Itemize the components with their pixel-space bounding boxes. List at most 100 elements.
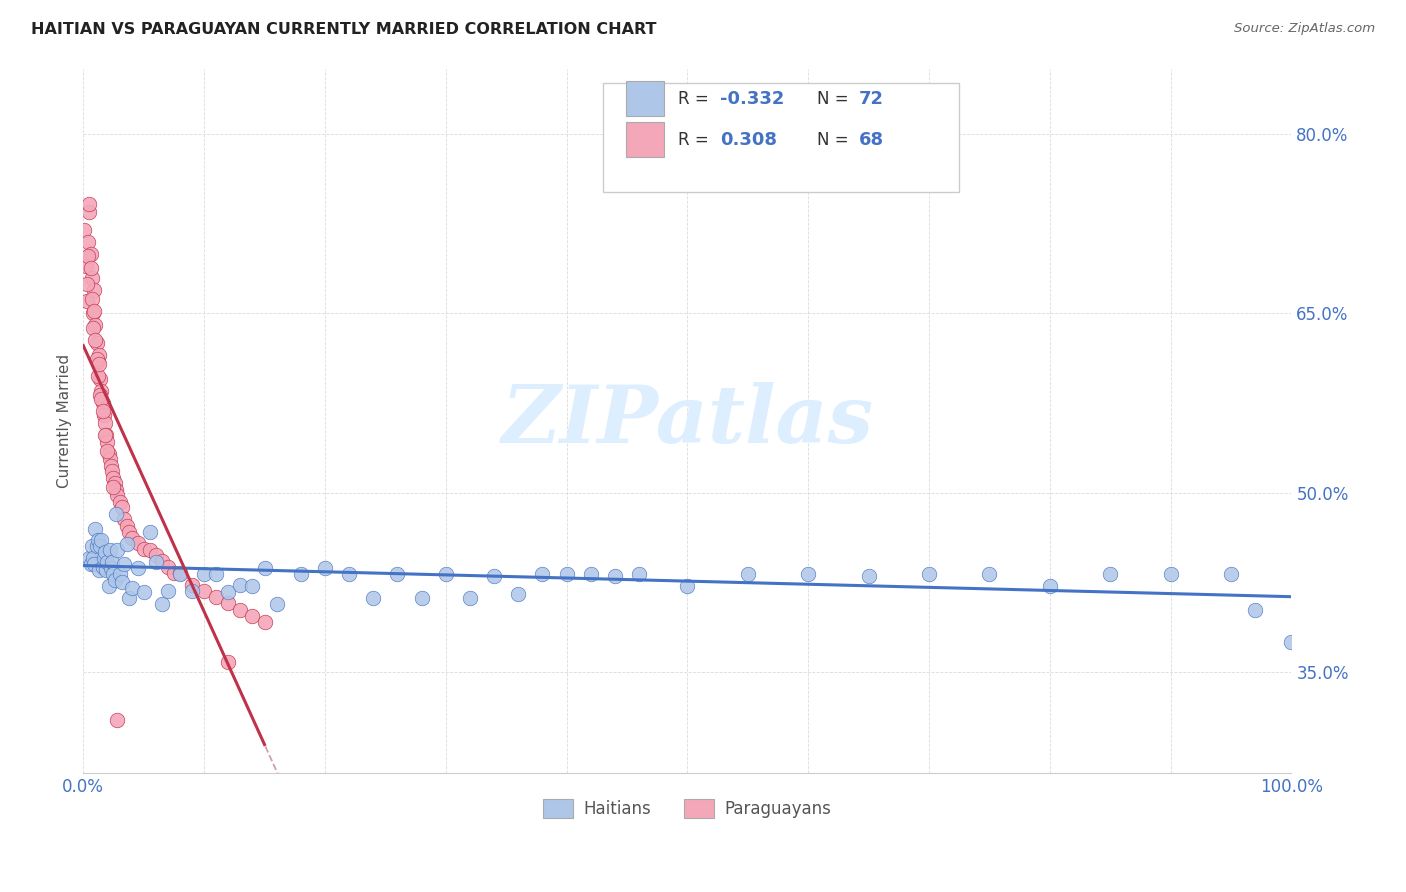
Point (82, 551, 104, 566)
Point (111, 575, 134, 590)
Point (112, 558, 135, 572)
Point (100, 459, 122, 474)
FancyBboxPatch shape (603, 83, 959, 192)
Point (411, 591, 433, 605)
Point (83, 558, 105, 572)
Point (111, 500, 134, 514)
Point (98, 452, 121, 467)
Point (145, 555, 167, 569)
Point (242, 608, 264, 623)
Point (127, 561, 149, 575)
Point (387, 566, 409, 581)
Point (86, 336, 108, 351)
Point (217, 584, 239, 599)
Point (858, 569, 880, 583)
Point (181, 577, 204, 591)
Point (96, 563, 118, 577)
Point (290, 566, 312, 581)
Point (105, 543, 128, 558)
Point (104, 573, 127, 587)
Point (797, 566, 820, 581)
Point (79, 551, 101, 566)
Point (242, 579, 264, 593)
Point (603, 569, 626, 583)
Text: N =: N = (817, 131, 853, 149)
Point (82, 306, 104, 320)
Point (115, 519, 138, 533)
Point (229, 577, 252, 591)
Text: R =: R = (678, 131, 714, 149)
Point (156, 583, 179, 598)
Point (181, 583, 204, 598)
Text: N =: N = (817, 90, 853, 108)
Point (96, 555, 118, 569)
Point (80, 540, 103, 554)
Text: Source: ZipAtlas.com: Source: ZipAtlas.com (1234, 22, 1375, 36)
Point (91, 559, 114, 574)
Point (90, 533, 112, 548)
Point (145, 548, 167, 562)
Point (75, 259, 97, 273)
Point (193, 583, 215, 598)
Point (118, 525, 141, 540)
Point (217, 596, 239, 610)
Point (104, 507, 127, 521)
Point (79, 246, 101, 260)
Point (84, 521, 107, 535)
Point (89, 540, 111, 554)
Point (97, 447, 120, 461)
Point (458, 591, 481, 605)
Text: 72: 72 (859, 90, 884, 108)
Point (139, 543, 162, 558)
Point (76, 294, 98, 309)
Text: -0.332: -0.332 (720, 90, 785, 108)
Point (132, 541, 155, 556)
Point (96, 435, 118, 450)
Point (1281, 635, 1303, 649)
Point (108, 495, 131, 509)
Point (121, 531, 143, 545)
Point (1160, 566, 1182, 581)
Point (84, 318, 107, 333)
Point (101, 464, 124, 478)
Point (93, 551, 115, 566)
Point (150, 554, 173, 568)
Point (156, 559, 179, 574)
Point (104, 476, 127, 491)
Point (91, 396, 114, 410)
Point (150, 597, 173, 611)
Point (83, 304, 105, 318)
Point (169, 566, 191, 581)
Point (737, 566, 759, 581)
Point (127, 536, 149, 550)
Point (193, 566, 215, 581)
Point (1039, 579, 1062, 593)
Point (104, 483, 127, 498)
Point (314, 561, 336, 575)
Point (337, 566, 360, 581)
Point (79, 260, 101, 275)
Point (73, 223, 96, 237)
Point (103, 471, 125, 485)
Point (163, 566, 186, 580)
Point (79, 558, 101, 572)
Point (80, 270, 103, 285)
Text: 0.308: 0.308 (720, 131, 778, 149)
Point (90, 384, 112, 398)
Point (76, 277, 98, 291)
Point (229, 603, 252, 617)
Text: HAITIAN VS PARAGUAYAN CURRENTLY MARRIED CORRELATION CHART: HAITIAN VS PARAGUAYAN CURRENTLY MARRIED … (31, 22, 657, 37)
Point (979, 566, 1001, 581)
Point (79, 196, 101, 211)
Point (105, 488, 128, 502)
Point (87, 348, 110, 362)
Text: 68: 68 (859, 131, 884, 149)
Text: ZIPatlas: ZIPatlas (502, 383, 873, 459)
Point (1099, 566, 1122, 581)
FancyBboxPatch shape (626, 81, 665, 117)
Point (103, 566, 125, 581)
Point (105, 713, 128, 727)
Point (79, 205, 101, 219)
Point (101, 555, 124, 569)
Point (94, 428, 117, 442)
